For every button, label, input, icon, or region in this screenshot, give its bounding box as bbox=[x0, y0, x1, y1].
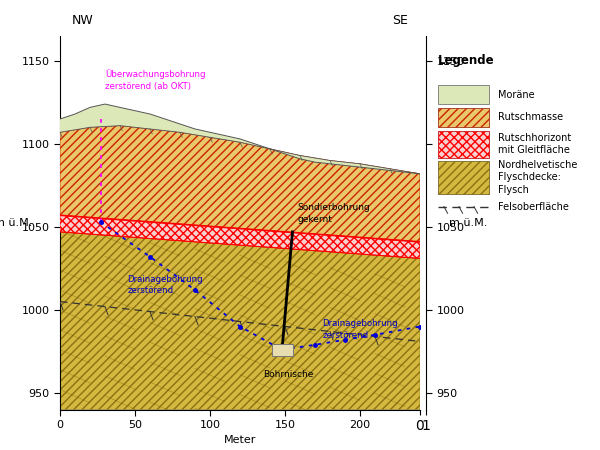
Text: m ü.M.: m ü.M. bbox=[449, 218, 487, 228]
Text: m ü.M.: m ü.M. bbox=[0, 218, 32, 228]
Text: NW: NW bbox=[72, 14, 94, 27]
Text: SE: SE bbox=[392, 14, 408, 27]
Bar bbox=[271, 344, 293, 356]
Text: Drainagebohrung
zerstörend: Drainagebohrung zerstörend bbox=[323, 320, 398, 340]
Text: Sondierbohrung
gekernt: Sondierbohrung gekernt bbox=[297, 203, 370, 224]
Text: Rutschhorizont
mit Gleitfläche: Rutschhorizont mit Gleitfläche bbox=[498, 133, 571, 155]
Text: Nordhelvetische
Flyschdecke:
Flysch: Nordhelvetische Flyschdecke: Flysch bbox=[498, 160, 577, 195]
Polygon shape bbox=[60, 104, 420, 174]
Text: Moräne: Moräne bbox=[498, 90, 535, 100]
Text: Rutschmasse: Rutschmasse bbox=[498, 112, 563, 122]
Text: Felsoberfläche: Felsoberfläche bbox=[498, 202, 569, 211]
X-axis label: Meter: Meter bbox=[224, 436, 256, 446]
Polygon shape bbox=[60, 126, 420, 242]
Text: Bohrnische: Bohrnische bbox=[263, 369, 313, 378]
Text: Legende: Legende bbox=[438, 54, 494, 67]
Text: Drainagebohrung
zerstörend: Drainagebohrung zerstörend bbox=[128, 274, 203, 295]
Polygon shape bbox=[60, 232, 420, 410]
Polygon shape bbox=[60, 215, 420, 258]
Text: Überwachungsbohrung
zerstörend (ab OKT): Überwachungsbohrung zerstörend (ab OKT) bbox=[105, 69, 205, 91]
